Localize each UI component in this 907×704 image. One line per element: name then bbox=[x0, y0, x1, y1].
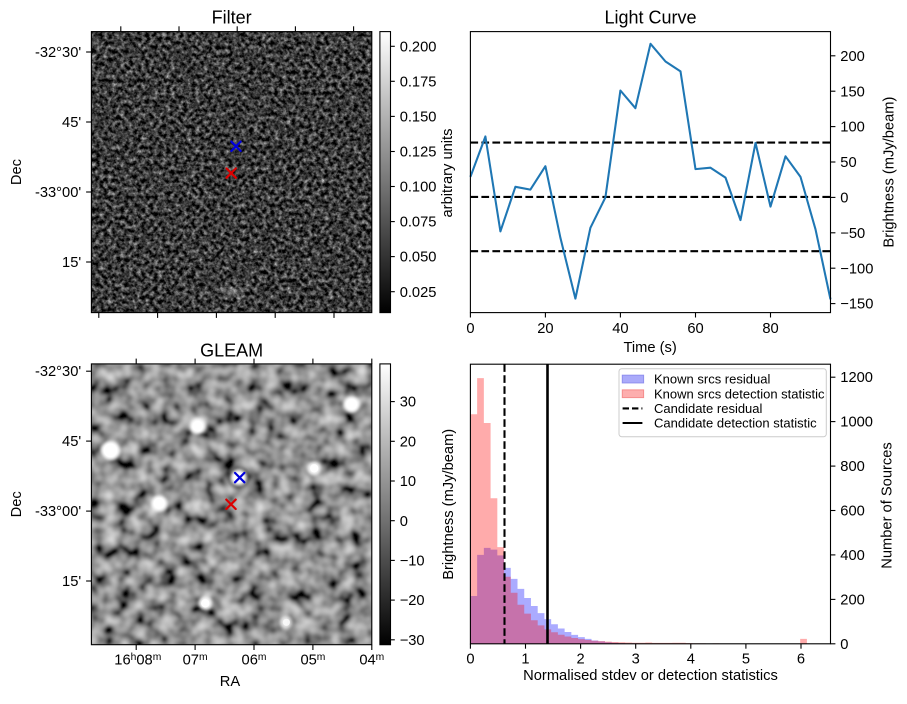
svg-text:-32°30': -32°30' bbox=[35, 45, 81, 61]
svg-text:RA: RA bbox=[220, 674, 241, 690]
svg-text:Filter: Filter bbox=[212, 8, 252, 28]
svg-text:Dec: Dec bbox=[9, 491, 25, 517]
svg-text:Candidate detection statistic: Candidate detection statistic bbox=[654, 416, 817, 431]
svg-text:−150: −150 bbox=[840, 297, 873, 313]
svg-text:0.175: 0.175 bbox=[400, 74, 437, 90]
svg-text:1000: 1000 bbox=[840, 415, 873, 431]
svg-text:Normalised stdev or detection: Normalised stdev or detection statistics bbox=[523, 668, 778, 684]
svg-text:0: 0 bbox=[840, 191, 848, 207]
svg-text:200: 200 bbox=[840, 49, 865, 65]
svg-text:−100: −100 bbox=[840, 261, 873, 277]
svg-text:45': 45' bbox=[62, 434, 81, 450]
svg-text:0: 0 bbox=[466, 321, 474, 337]
svg-text:20: 20 bbox=[400, 434, 416, 450]
svg-text:60: 60 bbox=[687, 321, 703, 337]
svg-text:10: 10 bbox=[400, 474, 416, 490]
svg-text:0.150: 0.150 bbox=[400, 109, 437, 125]
svg-text:400: 400 bbox=[840, 548, 865, 564]
svg-text:50: 50 bbox=[840, 155, 856, 171]
svg-text:-32°30': -32°30' bbox=[35, 364, 81, 380]
svg-text:Known srcs residual: Known srcs residual bbox=[654, 372, 770, 387]
svg-text:0.025: 0.025 bbox=[400, 285, 437, 301]
svg-text:Brightness (mJy/beam): Brightness (mJy/beam) bbox=[882, 97, 898, 248]
svg-text:0.050: 0.050 bbox=[400, 250, 437, 266]
svg-text:6: 6 bbox=[797, 652, 805, 668]
svg-text:0: 0 bbox=[840, 637, 848, 653]
svg-text:2: 2 bbox=[577, 652, 585, 668]
svg-text:−20: −20 bbox=[400, 593, 425, 609]
svg-text:1: 1 bbox=[521, 652, 529, 668]
svg-text:GLEAM: GLEAM bbox=[200, 341, 263, 361]
svg-text:0.075: 0.075 bbox=[400, 215, 437, 231]
svg-text:-33°00': -33°00' bbox=[35, 504, 81, 520]
svg-text:−10: −10 bbox=[400, 554, 425, 570]
svg-text:3: 3 bbox=[632, 652, 640, 668]
svg-text:Number of Sources: Number of Sources bbox=[879, 442, 895, 569]
svg-text:Light Curve: Light Curve bbox=[604, 8, 696, 28]
svg-text:150: 150 bbox=[840, 84, 865, 100]
svg-text:0: 0 bbox=[466, 652, 474, 668]
svg-text:80: 80 bbox=[762, 321, 778, 337]
svg-text:45': 45' bbox=[62, 115, 81, 131]
svg-text:5: 5 bbox=[742, 652, 750, 668]
svg-text:Time (s): Time (s) bbox=[623, 340, 676, 356]
svg-text:16h08m: 16h08m bbox=[114, 652, 161, 669]
svg-text:200: 200 bbox=[840, 592, 865, 608]
svg-text:1200: 1200 bbox=[840, 370, 873, 386]
svg-text:Dec: Dec bbox=[9, 159, 25, 185]
svg-text:30: 30 bbox=[400, 395, 416, 411]
svg-text:15': 15' bbox=[62, 574, 81, 590]
svg-text:15': 15' bbox=[62, 255, 81, 271]
svg-text:0: 0 bbox=[400, 514, 408, 530]
svg-text:800: 800 bbox=[840, 459, 865, 475]
svg-text:100: 100 bbox=[840, 120, 865, 136]
svg-text:arbitrary units: arbitrary units bbox=[440, 129, 456, 218]
svg-text:600: 600 bbox=[840, 504, 865, 520]
svg-text:Candidate residual: Candidate residual bbox=[654, 401, 763, 416]
svg-text:Brightness (mJy/beam): Brightness (mJy/beam) bbox=[441, 429, 457, 580]
svg-text:-33°00': -33°00' bbox=[35, 185, 81, 201]
svg-text:4: 4 bbox=[687, 652, 695, 668]
svg-text:Known srcs detection statistic: Known srcs detection statistic bbox=[654, 386, 825, 401]
svg-text:20: 20 bbox=[537, 321, 553, 337]
svg-text:0.100: 0.100 bbox=[400, 180, 437, 196]
svg-text:40: 40 bbox=[612, 321, 628, 337]
svg-text:−30: −30 bbox=[400, 633, 425, 649]
svg-text:−50: −50 bbox=[840, 226, 865, 242]
svg-text:0.125: 0.125 bbox=[400, 145, 437, 161]
svg-text:0.200: 0.200 bbox=[400, 39, 437, 55]
